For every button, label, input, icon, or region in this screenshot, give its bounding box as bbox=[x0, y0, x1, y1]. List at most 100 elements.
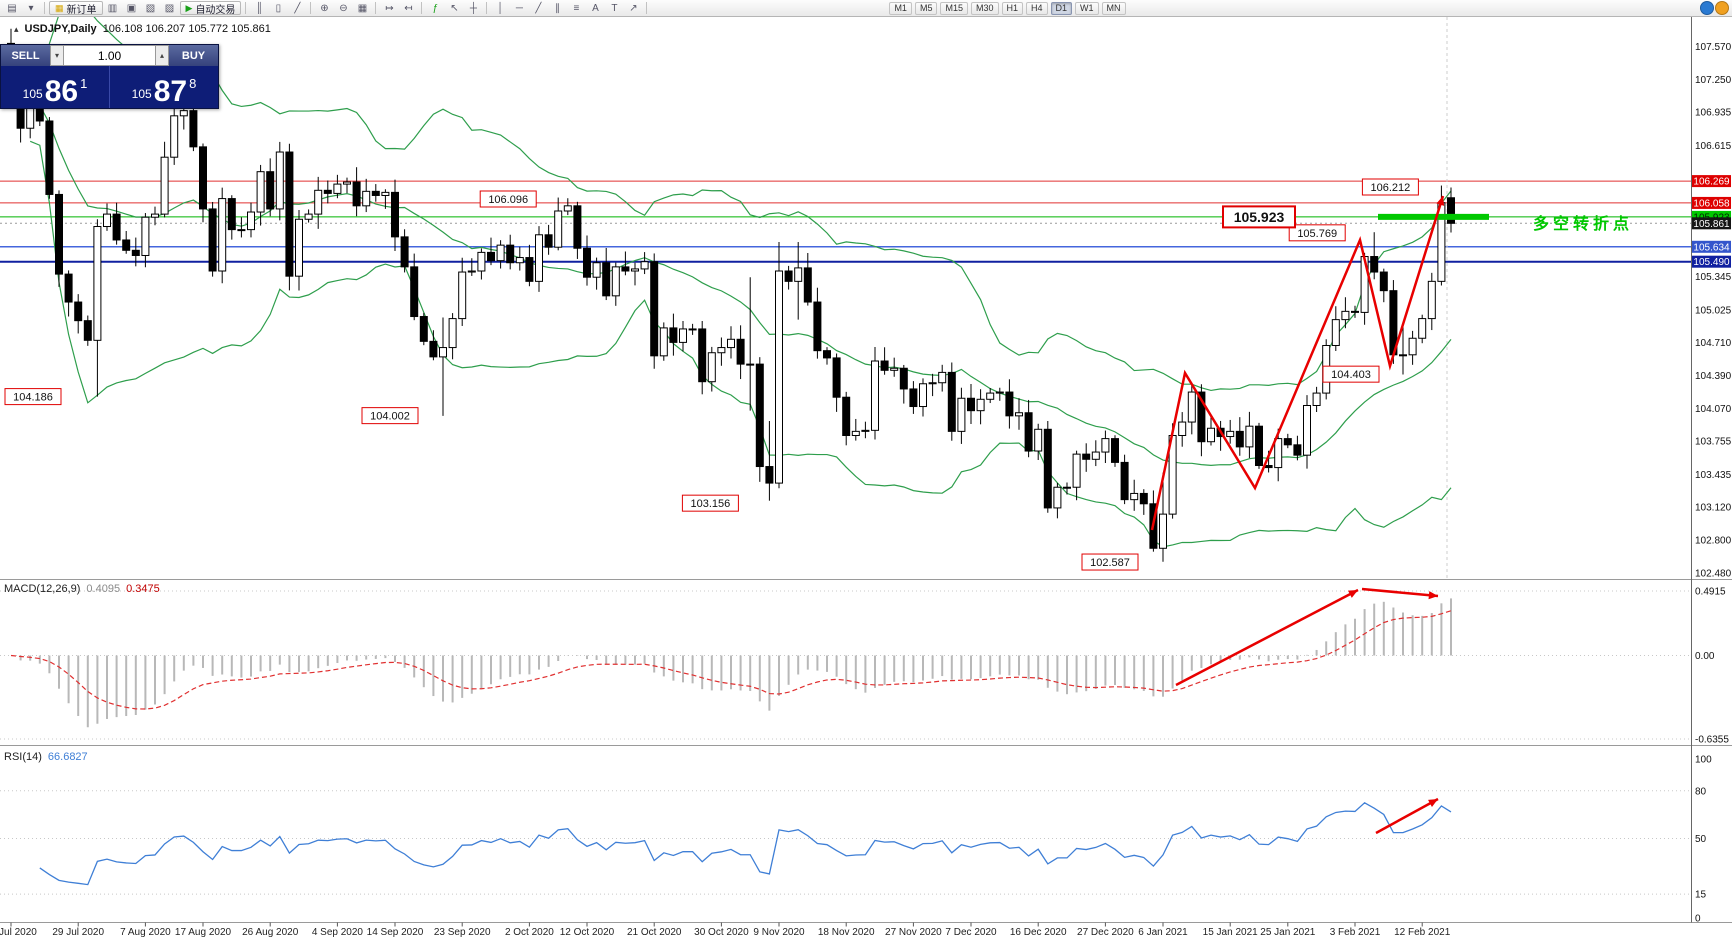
svg-text:106.615: 106.615 bbox=[1695, 141, 1732, 152]
terminal-icon[interactable]: ▨ bbox=[161, 1, 179, 15]
timeframe-d1[interactable]: D1 bbox=[1050, 1, 1073, 15]
rsi-label: RSI(14) 66.6827 bbox=[4, 751, 88, 763]
toolbar-separator bbox=[486, 2, 488, 14]
svg-text:105.769: 105.769 bbox=[1297, 228, 1337, 240]
volume-input[interactable] bbox=[64, 45, 155, 66]
toolbar-separator bbox=[421, 2, 423, 14]
timeframe-mn[interactable]: MN bbox=[1101, 1, 1126, 15]
data-window-icon[interactable]: ▣ bbox=[123, 1, 141, 15]
community-icon[interactable] bbox=[1700, 1, 1714, 15]
timeframe-m15[interactable]: M15 bbox=[940, 1, 968, 15]
svg-text:12 Feb 2021: 12 Feb 2021 bbox=[1394, 927, 1451, 938]
arrows-icon[interactable]: ↗ bbox=[624, 1, 642, 15]
svg-text:107.570: 107.570 bbox=[1695, 42, 1732, 53]
new-order-button[interactable]: ▦ 新订单 bbox=[49, 1, 103, 16]
svg-text:104.186: 104.186 bbox=[13, 392, 53, 404]
text-label-icon[interactable]: T bbox=[605, 1, 623, 15]
toolbar-separator bbox=[245, 2, 247, 14]
svg-text:106.935: 106.935 bbox=[1695, 108, 1732, 119]
sell-button[interactable]: SELL bbox=[1, 45, 50, 66]
crosshair-icon[interactable]: ┼ bbox=[464, 1, 482, 15]
svg-text:107.250: 107.250 bbox=[1695, 75, 1732, 86]
chart-ohlc-values: 106.108 106.207 105.772 105.861 bbox=[102, 23, 271, 35]
chart-shift-icon[interactable]: ↤ bbox=[399, 1, 417, 15]
zoom-out-icon[interactable]: ⊖ bbox=[334, 1, 352, 15]
svg-text:7 Aug 2020: 7 Aug 2020 bbox=[120, 927, 171, 938]
svg-text:105.861: 105.861 bbox=[1693, 219, 1730, 230]
new-chart-icon[interactable]: ▤ bbox=[3, 1, 21, 15]
autotrade-button-icon: ▶ bbox=[185, 2, 193, 13]
equidistant-channel-icon[interactable]: ∥ bbox=[548, 1, 566, 15]
macd-value: 0.4095 bbox=[86, 583, 121, 595]
order-options-dropdown[interactable]: ▾ bbox=[50, 45, 64, 66]
profiles-icon[interactable]: ▾ bbox=[22, 1, 40, 15]
timeframe-m5[interactable]: M5 bbox=[914, 1, 938, 15]
indicators-icon[interactable]: ƒ bbox=[426, 1, 444, 15]
trade-widget-controls: SELL ▾ ▴ BUY bbox=[1, 45, 218, 66]
line-chart-icon[interactable]: ╱ bbox=[288, 1, 306, 15]
svg-text:50: 50 bbox=[1695, 834, 1707, 845]
timeframe-w1[interactable]: W1 bbox=[1075, 1, 1099, 15]
timeframe-h1[interactable]: H1 bbox=[1001, 1, 1024, 15]
navigator-icon[interactable]: ▧ bbox=[142, 1, 160, 15]
svg-text:102.587: 102.587 bbox=[1090, 557, 1130, 569]
svg-text:20 Jul 2020: 20 Jul 2020 bbox=[0, 927, 37, 938]
timeframe-m1[interactable]: M1 bbox=[889, 1, 912, 15]
svg-text:100: 100 bbox=[1695, 755, 1712, 766]
toolbar-separator bbox=[310, 2, 312, 14]
fibonacci-icon[interactable]: ≡ bbox=[567, 1, 585, 15]
svg-text:106.212: 106.212 bbox=[1371, 182, 1411, 194]
macd-label: MACD(12,26,9) 0.4095 0.3475 bbox=[4, 583, 160, 595]
horizontal-line-icon[interactable]: ─ bbox=[510, 1, 528, 15]
autotrade-button[interactable]: ▶ 自动交易 bbox=[179, 1, 242, 16]
svg-text:6 Jan 2021: 6 Jan 2021 bbox=[1138, 927, 1188, 938]
grid-icon[interactable]: ▦ bbox=[353, 1, 371, 15]
market-watch-icon[interactable]: ▥ bbox=[104, 1, 122, 15]
bid-pipette: 1 bbox=[80, 76, 88, 91]
svg-text:3 Feb 2021: 3 Feb 2021 bbox=[1330, 927, 1381, 938]
svg-text:105.025: 105.025 bbox=[1695, 305, 1732, 316]
svg-text:14 Sep 2020: 14 Sep 2020 bbox=[367, 927, 424, 938]
svg-text:102.800: 102.800 bbox=[1695, 535, 1732, 546]
svg-text:0: 0 bbox=[1695, 914, 1701, 925]
ask-pips: 87 bbox=[153, 74, 188, 108]
timeframe-m30[interactable]: M30 bbox=[970, 1, 999, 15]
svg-text:104.070: 104.070 bbox=[1695, 404, 1732, 415]
macd-name: MACD(12,26,9) bbox=[4, 583, 81, 595]
svg-text:104.390: 104.390 bbox=[1695, 371, 1732, 382]
mql5-icon[interactable] bbox=[1715, 1, 1729, 15]
svg-text:23 Sep 2020: 23 Sep 2020 bbox=[434, 927, 491, 938]
bid-pips: 86 bbox=[44, 74, 79, 108]
vertical-line-icon[interactable]: │ bbox=[491, 1, 509, 15]
candlestick-icon[interactable]: ▯ bbox=[269, 1, 287, 15]
auto-scroll-icon[interactable]: ↦ bbox=[380, 1, 398, 15]
bid-price: 105 86 1 bbox=[1, 66, 109, 108]
trendline-icon[interactable]: ╱ bbox=[529, 1, 547, 15]
svg-text:9 Nov 2020: 9 Nov 2020 bbox=[753, 927, 805, 938]
cursor-icon[interactable]: ↖ bbox=[445, 1, 463, 15]
zoom-in-icon[interactable]: ⊕ bbox=[315, 1, 333, 15]
bar-chart-icon[interactable]: ║ bbox=[250, 1, 268, 15]
svg-text:102.480: 102.480 bbox=[1695, 569, 1732, 580]
bid-ask-display: 105 86 1 105 87 8 bbox=[1, 66, 218, 108]
buy-button[interactable]: BUY bbox=[169, 45, 218, 66]
chart-symbol-icon: ▴ bbox=[14, 23, 19, 34]
svg-text:25 Jan 2021: 25 Jan 2021 bbox=[1260, 927, 1315, 938]
autotrade-button-label: 自动交易 bbox=[195, 4, 236, 16]
text-icon[interactable]: A bbox=[586, 1, 604, 15]
svg-text:15 Jan 2021: 15 Jan 2021 bbox=[1203, 927, 1258, 938]
svg-text:17 Aug 2020: 17 Aug 2020 bbox=[175, 927, 232, 938]
volume-stepper-up[interactable]: ▴ bbox=[155, 45, 169, 66]
svg-text:0.00: 0.00 bbox=[1695, 651, 1715, 662]
svg-text:0.4915: 0.4915 bbox=[1695, 586, 1726, 597]
toolbar-separator bbox=[646, 2, 648, 14]
svg-text:29 Jul 2020: 29 Jul 2020 bbox=[52, 927, 104, 938]
ask-pipette: 8 bbox=[189, 76, 197, 91]
ask-big-figure: 105 bbox=[131, 87, 152, 101]
timeframe-h4[interactable]: H4 bbox=[1026, 1, 1048, 15]
toolbar: ▤ ▾ ▦ 新订单 ▥ ▣ ▧ ▨ ▶ 自动交易 ║ ▯ ╱ ⊕ ⊖ ▦ ↦ ↤ ƒ ↖ ┼ │ ─ ╱ ∥ ≡ A T ↗ M1 M5 M1… bbox=[0, 0, 1732, 17]
macd-signal-value: 0.3475 bbox=[126, 583, 160, 595]
toolbar-separator bbox=[44, 2, 45, 14]
svg-text:15: 15 bbox=[1695, 890, 1707, 901]
